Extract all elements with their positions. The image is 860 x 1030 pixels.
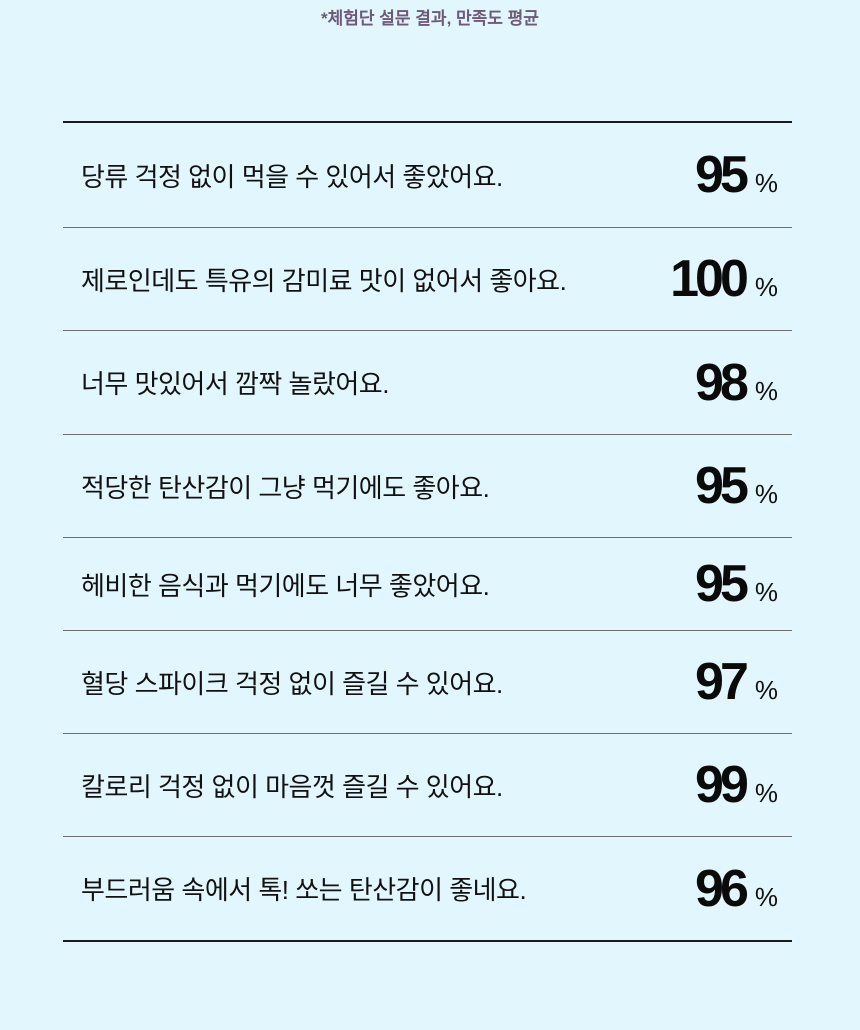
table-row: 혈당 스파이크 걱정 없이 즐길 수 있어요. 97% xyxy=(63,631,792,734)
row-label: 적당한 탄산감이 그냥 먹기에도 좋아요. xyxy=(81,472,490,503)
row-unit: % xyxy=(754,577,778,607)
row-label: 혈당 스파이크 걱정 없이 즐길 수 있어요. xyxy=(81,668,503,699)
survey-results-table: 당류 걱정 없이 먹을 수 있어서 좋았어요. 95% 제로인데도 특유의 감미… xyxy=(63,121,792,942)
table-row: 제로인데도 특유의 감미료 맛이 없어서 좋아요. 100% xyxy=(63,228,792,331)
row-label: 당류 걱정 없이 먹을 수 있어서 좋았어요. xyxy=(81,161,503,192)
table-row: 적당한 탄산감이 그냥 먹기에도 좋아요. 95% xyxy=(63,435,792,538)
row-value: 99 xyxy=(695,756,749,814)
table-row: 헤비한 음식과 먹기에도 너무 좋았어요. 95% xyxy=(63,538,792,631)
row-value: 97 xyxy=(695,653,749,711)
row-value: 95 xyxy=(695,146,749,204)
row-unit: % xyxy=(754,675,778,705)
table-row: 부드러움 속에서 톡! 쏘는 탄산감이 좋네요. 96% xyxy=(63,837,792,940)
row-unit: % xyxy=(754,168,778,198)
row-value: 95 xyxy=(695,555,749,613)
row-unit: % xyxy=(754,375,778,406)
row-unit: % xyxy=(754,479,778,509)
table-row: 당류 걱정 없이 먹을 수 있어서 좋았어요. 95% xyxy=(63,123,792,228)
row-unit: % xyxy=(754,881,778,912)
row-value: 95 xyxy=(695,457,749,515)
survey-note: *체험단 설문 결과, 만족도 평균 xyxy=(321,9,539,28)
row-unit: % xyxy=(754,272,778,302)
row-label: 제로인데도 특유의 감미료 맛이 없어서 좋아요. xyxy=(81,265,567,296)
row-value: 98 xyxy=(695,353,749,412)
row-unit: % xyxy=(754,778,778,808)
row-value: 96 xyxy=(695,859,749,918)
row-label: 부드러움 속에서 톡! 쏘는 탄산감이 좋네요. xyxy=(81,875,527,905)
row-label: 너무 맛있어서 깜짝 놀랐어요. xyxy=(81,369,389,399)
table-row: 너무 맛있어서 깜짝 놀랐어요. 98% xyxy=(63,331,792,435)
table-row: 칼로리 걱정 없이 마음껏 즐길 수 있어요. 99% xyxy=(63,734,792,837)
row-label: 헤비한 음식과 먹기에도 너무 좋았어요. xyxy=(81,570,490,601)
row-value: 100 xyxy=(670,250,749,308)
row-label: 칼로리 걱정 없이 마음껏 즐길 수 있어요. xyxy=(81,771,503,802)
